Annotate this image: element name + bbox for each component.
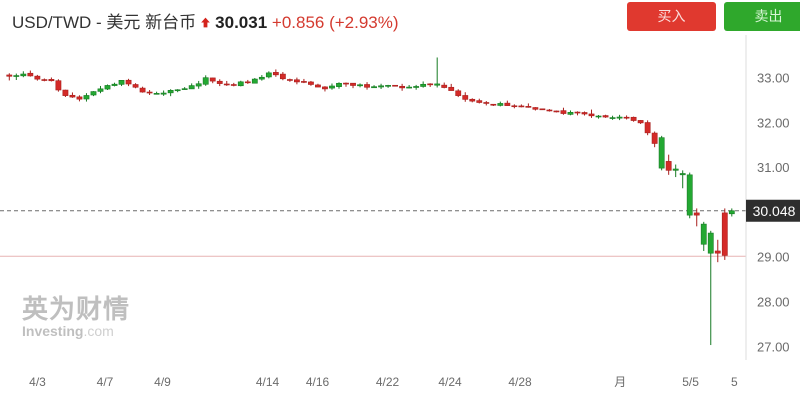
svg-text:32.00: 32.00 (757, 115, 790, 130)
svg-text:5: 5 (731, 375, 738, 389)
svg-text:4/28: 4/28 (508, 375, 532, 389)
svg-text:5/5: 5/5 (682, 375, 699, 389)
svg-text:27.00: 27.00 (757, 339, 790, 354)
svg-text:30.048: 30.048 (753, 203, 796, 219)
svg-text:4/9: 4/9 (154, 375, 171, 389)
svg-text:4/22: 4/22 (376, 375, 400, 389)
svg-text:4/24: 4/24 (438, 375, 462, 389)
svg-text:4/16: 4/16 (306, 375, 330, 389)
svg-text:29.00: 29.00 (757, 250, 790, 265)
svg-text:4/14: 4/14 (256, 375, 280, 389)
svg-text:31.00: 31.00 (757, 160, 790, 175)
svg-text:28.00: 28.00 (757, 294, 790, 309)
svg-text:4/3: 4/3 (29, 375, 46, 389)
svg-text:月: 月 (614, 375, 626, 389)
svg-text:4/7: 4/7 (97, 375, 114, 389)
svg-text:33.00: 33.00 (757, 71, 790, 86)
